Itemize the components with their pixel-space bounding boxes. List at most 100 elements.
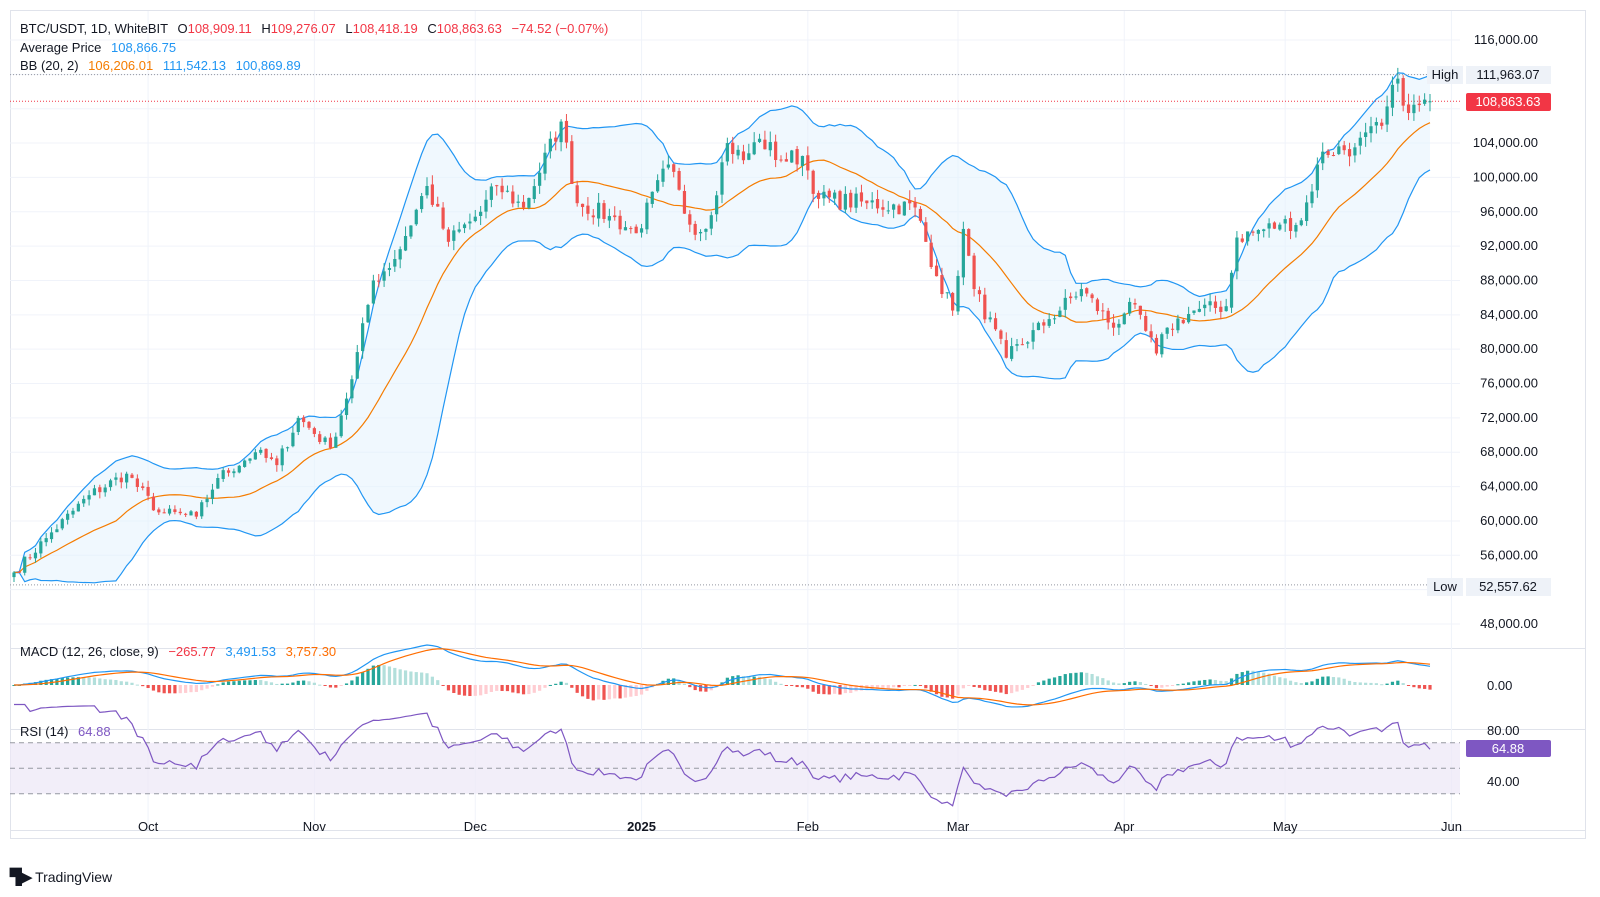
candle-body xyxy=(934,265,939,277)
candle xyxy=(189,510,193,516)
candle xyxy=(1063,289,1067,318)
macd-hist-bar xyxy=(125,681,129,685)
candle xyxy=(473,209,477,223)
macd-hist-bar xyxy=(285,683,290,685)
macd-hist-bar xyxy=(1020,685,1024,690)
candle-body xyxy=(543,152,547,174)
macd-hist-bar xyxy=(1385,683,1389,685)
candle xyxy=(291,426,295,448)
candle-body xyxy=(961,228,965,278)
candle-body xyxy=(741,151,746,161)
candle xyxy=(736,145,740,160)
macd-hist-bar xyxy=(1246,670,1250,685)
candle xyxy=(1047,313,1051,328)
macd-hist-bar xyxy=(629,685,633,697)
candle xyxy=(1031,322,1035,350)
candle xyxy=(1020,338,1024,346)
svg-text:111,963.07: 111,963.07 xyxy=(1476,67,1539,82)
candles[interactable] xyxy=(12,67,1432,583)
candle-body xyxy=(318,434,322,442)
candle-body xyxy=(500,185,504,193)
candle xyxy=(1278,222,1282,231)
candle xyxy=(409,225,413,239)
macd-hist-bar xyxy=(1106,680,1110,685)
candle-body xyxy=(1117,323,1121,328)
candle-body xyxy=(1321,151,1325,164)
candle xyxy=(457,221,461,234)
candle xyxy=(827,188,831,203)
macd-hist-bar xyxy=(1154,685,1159,689)
macd-hist-bar xyxy=(473,685,477,696)
candle-body xyxy=(661,168,665,182)
candle xyxy=(1406,93,1411,121)
macd-hist-bar xyxy=(98,678,102,685)
bb-fill xyxy=(14,72,1430,583)
macd-hist-bar xyxy=(1337,677,1341,685)
candle-body xyxy=(774,141,778,161)
candle-body xyxy=(243,460,247,467)
macd-hist-bar xyxy=(1015,685,1019,692)
macd-hist-bar xyxy=(961,685,965,689)
rsi-tick-40: 40.00 xyxy=(1487,774,1520,789)
candle xyxy=(1396,67,1400,92)
candle-body xyxy=(757,138,762,142)
candle-body xyxy=(575,185,579,204)
macd-hist-bar xyxy=(420,672,424,685)
candle-body xyxy=(130,474,134,478)
macd-hist-bar xyxy=(983,685,987,691)
candle-body xyxy=(361,323,365,352)
macd-hist-bar xyxy=(993,685,998,692)
open-value: 108,909.11 xyxy=(188,21,252,36)
candle-body xyxy=(752,142,756,155)
candle xyxy=(559,119,563,152)
svg-text:108,863.63: 108,863.63 xyxy=(1475,94,1540,109)
candle xyxy=(1347,142,1352,167)
candle xyxy=(1374,117,1378,134)
candle-body xyxy=(527,197,531,208)
macd-hist-bar xyxy=(945,685,949,698)
macd-hist-bar xyxy=(414,672,418,685)
candle xyxy=(865,200,869,210)
candle-body xyxy=(414,209,418,225)
price-tick-label: 80,000.00 xyxy=(1480,341,1538,356)
candle-body xyxy=(1181,319,1185,324)
candle-body xyxy=(763,139,767,150)
candle xyxy=(1256,229,1260,242)
candle xyxy=(108,478,113,491)
macd-hist-bar xyxy=(1369,682,1373,685)
candle-body xyxy=(457,229,461,232)
tradingview-brand[interactable]: ▜▶ TradingView xyxy=(10,868,112,886)
macd-hist-bar xyxy=(280,683,284,685)
candle xyxy=(677,167,681,191)
macd-hist-bar xyxy=(1406,685,1411,686)
candle xyxy=(173,505,177,515)
candle xyxy=(1326,149,1330,158)
candle xyxy=(495,184,499,196)
candle-body xyxy=(870,200,874,203)
candle-body xyxy=(1310,191,1314,204)
candle xyxy=(1138,305,1142,320)
candle-body xyxy=(1412,104,1416,114)
macd-hist-bar xyxy=(328,685,333,688)
macd-hist-bar xyxy=(682,683,687,685)
candle xyxy=(902,201,906,216)
macd-hist-bar xyxy=(1299,683,1303,685)
macd-value: 3,491.53 xyxy=(225,644,276,659)
macd-hist-bar xyxy=(307,681,311,685)
macd-hist-bar xyxy=(538,685,542,691)
candle-body xyxy=(1299,220,1303,226)
macd-hist-bar xyxy=(398,669,402,685)
candle-body xyxy=(1246,231,1250,242)
candle-body xyxy=(682,191,687,214)
candle-body xyxy=(521,201,526,208)
macd-hist-bar xyxy=(1160,685,1164,688)
candle xyxy=(17,570,21,573)
macd-hist-bar xyxy=(1240,672,1244,685)
macd-hist-bar xyxy=(146,685,150,689)
macd-hist-bar xyxy=(897,685,901,688)
candle xyxy=(1423,93,1427,106)
macd-hist-bar xyxy=(205,685,209,689)
candle-body xyxy=(49,532,54,540)
candle-body xyxy=(194,511,198,517)
candle-body xyxy=(1090,294,1094,299)
